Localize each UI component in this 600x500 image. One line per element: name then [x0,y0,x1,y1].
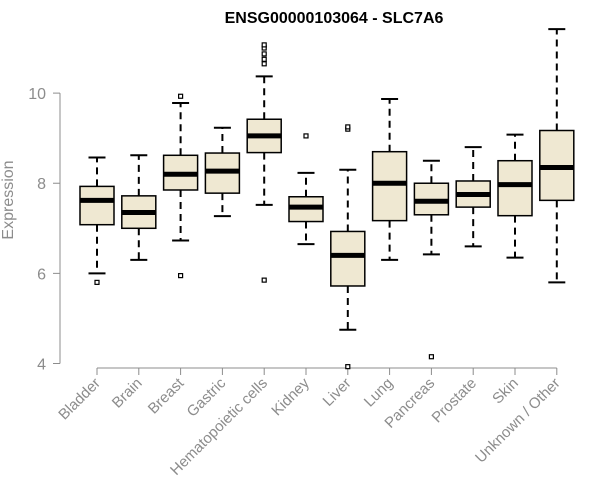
box-group [246,42,282,283]
y-axis-label: Expression [0,160,17,239]
box-iqr [79,185,115,226]
box-series [79,28,575,370]
x-tick-label: Kidney [268,374,313,419]
x-tick-label: Brain [109,375,146,412]
box-group [371,97,408,261]
box-iqr [497,159,533,217]
outlier-point [261,51,267,57]
y-tick-label: 10 [28,86,46,103]
x-tick-label: Bladder [55,375,104,424]
outlier-point [261,42,267,48]
box-group [288,133,324,246]
y-tick-label: 8 [37,176,46,193]
box-group [455,146,491,248]
box-iqr [330,230,366,287]
box-iqr [371,150,408,222]
outlier-point [261,61,267,67]
outlier-point [345,364,351,370]
box-group [162,93,199,279]
outlier-point [345,124,351,130]
x-tick-label: Skin [489,375,522,408]
outlier-point [178,93,184,99]
outlier-point [261,56,267,62]
x-tick-label: Lung [361,375,397,411]
outlier-point [428,354,434,360]
y-tick-label: 4 [37,356,46,373]
x-tick-label: Breast [145,374,188,417]
box-group [204,126,241,218]
outlier-point [303,133,309,139]
box-group [121,154,157,261]
box-group [497,133,533,259]
y-tick-label: 6 [37,266,46,283]
outlier-point [94,279,100,285]
y-axis: 4 6 8 10 [28,86,61,373]
outlier-point [261,277,267,283]
box-group [539,28,575,284]
box-group [330,124,366,370]
box-group [413,159,450,360]
x-tick-label: Prostate [428,375,480,427]
outlier-point [178,273,184,279]
x-tick-label: Liver [320,375,355,410]
chart-title: ENSG00000103064 - SLC7A6 [225,10,444,27]
box-group [79,156,115,285]
